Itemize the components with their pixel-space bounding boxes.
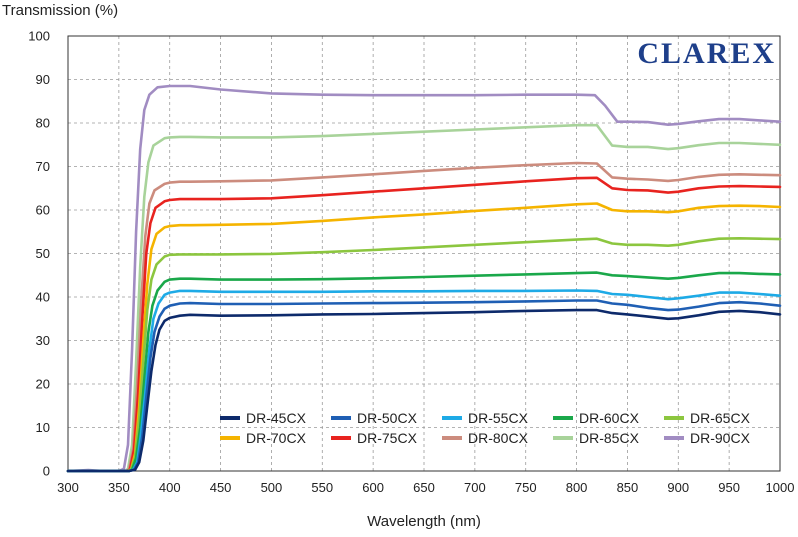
legend-label: DR-80CX	[468, 430, 529, 446]
y-tick-label: 50	[36, 246, 50, 261]
y-axis-title: Transmission (%)	[2, 2, 118, 19]
legend-label: DR-90CX	[690, 430, 751, 446]
legend-label: DR-70CX	[246, 430, 307, 446]
plot-frame	[67, 35, 781, 472]
x-tick-label: 600	[362, 480, 384, 495]
y-tick-label: 10	[36, 420, 50, 435]
x-tick-labels: 300 350 400 450 500 550 600 650 700 750 800 850 900 9…	[57, 480, 794, 495]
x-tick-label: 500	[261, 480, 283, 495]
x-tick-label: 1000	[766, 480, 795, 495]
y-tick-label: 20	[36, 377, 50, 392]
series-line-dr-55cx	[66, 289, 782, 473]
series-line-dr-45cx	[66, 308, 782, 473]
y-tick-label: 80	[36, 116, 50, 131]
grid	[68, 36, 780, 471]
y-tick-label: 30	[36, 333, 50, 348]
x-tick-label: 550	[311, 480, 333, 495]
series-line-dr-85cx	[66, 123, 782, 473]
y-tick-label: 70	[36, 159, 50, 174]
x-tick-label: 750	[515, 480, 537, 495]
legend-label: DR-75CX	[357, 430, 418, 446]
series-line-dr-60cx	[66, 271, 782, 473]
legend-label: DR-65CX	[690, 410, 751, 426]
x-tick-label: 900	[667, 480, 689, 495]
series-line-dr-90cx	[66, 84, 782, 473]
y-tick-label: 0	[43, 464, 50, 479]
series-line-dr-65cx	[66, 237, 782, 473]
legend-label: DR-60CX	[579, 410, 640, 426]
y-tick-label: 100	[28, 29, 50, 44]
x-tick-label: 700	[464, 480, 486, 495]
series-line-dr-80cx	[66, 161, 782, 473]
y-tick-label: 90	[36, 72, 50, 87]
series-layer	[66, 84, 782, 473]
x-axis-title: Wavelength (nm)	[367, 513, 481, 530]
y-tick-label: 40	[36, 290, 50, 305]
x-tick-label: 950	[718, 480, 740, 495]
legend-label: DR-45CX	[246, 410, 307, 426]
x-tick-label: 850	[617, 480, 639, 495]
series-line-dr-75cx	[66, 176, 782, 473]
x-tick-label: 300	[57, 480, 79, 495]
legend-label: DR-50CX	[357, 410, 418, 426]
legend-label: DR-55CX	[468, 410, 529, 426]
legend: DR-45CX DR-50CX DR-55CX DR-60CX DR-65CX DR-70…	[220, 410, 751, 446]
x-tick-label: 350	[108, 480, 130, 495]
legend-label: DR-85CX	[579, 430, 640, 446]
y-tick-label: 60	[36, 203, 50, 218]
y-tick-labels: 0 10 20 30 40 50 60 70 80 90 100	[28, 29, 50, 479]
x-tick-label: 450	[210, 480, 232, 495]
x-tick-label: 400	[159, 480, 181, 495]
series-line-dr-50cx	[66, 299, 782, 473]
x-tick-label: 650	[413, 480, 435, 495]
x-tick-label: 800	[566, 480, 588, 495]
brand-logo: CLAREX	[637, 37, 776, 70]
